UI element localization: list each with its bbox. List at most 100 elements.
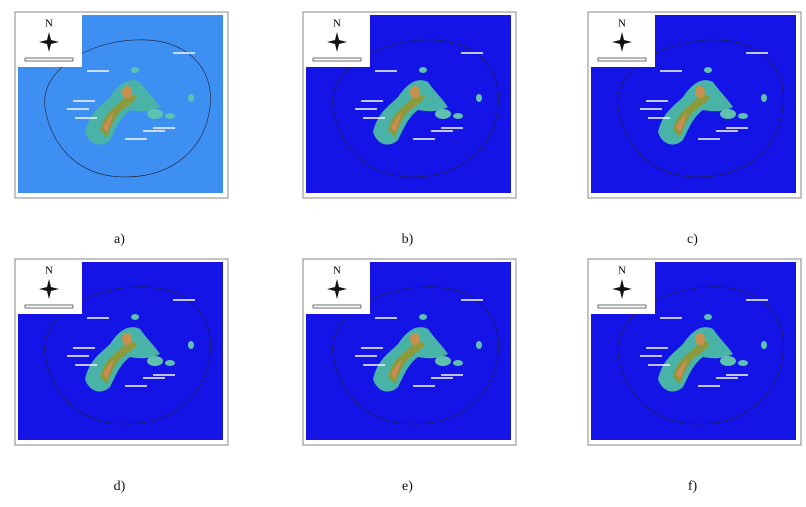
island <box>419 67 427 73</box>
island <box>435 109 451 119</box>
place-label <box>73 100 95 102</box>
place-label <box>413 385 435 387</box>
scale-bar <box>25 305 73 308</box>
place-label <box>746 52 768 54</box>
place-label <box>660 317 682 319</box>
island <box>720 356 736 366</box>
island <box>720 109 736 119</box>
panel-label: a) <box>114 232 125 247</box>
island <box>188 341 194 349</box>
place-label <box>361 100 383 102</box>
place-label <box>431 130 453 132</box>
place-label <box>75 364 97 366</box>
island <box>761 94 767 102</box>
island <box>761 341 767 349</box>
place-label <box>153 127 175 129</box>
place-label <box>75 117 97 119</box>
island <box>131 314 139 320</box>
panel-label: e) <box>402 479 413 494</box>
panel-label: b) <box>402 232 414 247</box>
island <box>453 360 463 366</box>
scale-bar <box>313 305 361 308</box>
scale-bar <box>598 58 646 61</box>
panel-label: c) <box>687 232 698 247</box>
north-label: N <box>618 18 626 30</box>
island <box>147 356 163 366</box>
place-label <box>363 364 385 366</box>
place-label <box>87 317 109 319</box>
island <box>704 314 712 320</box>
place-label <box>173 299 195 301</box>
place-label <box>698 385 720 387</box>
island-peak <box>695 333 705 345</box>
place-label <box>355 355 377 357</box>
island <box>476 341 482 349</box>
island <box>165 360 175 366</box>
place-label <box>73 347 95 349</box>
place-label <box>660 70 682 72</box>
place-label <box>143 130 165 132</box>
island-peak <box>410 333 420 345</box>
place-label <box>361 347 383 349</box>
place-label <box>461 52 483 54</box>
scale-bar <box>25 58 73 61</box>
place-label <box>698 138 720 140</box>
place-label <box>125 138 147 140</box>
place-label <box>726 374 748 376</box>
island <box>131 67 139 73</box>
island <box>704 67 712 73</box>
place-label <box>441 374 463 376</box>
place-label <box>67 355 89 357</box>
place-label <box>363 117 385 119</box>
north-label: N <box>45 265 53 277</box>
island <box>419 314 427 320</box>
island-peak <box>122 333 132 345</box>
place-label <box>716 377 738 379</box>
island <box>738 113 748 119</box>
place-label <box>646 347 668 349</box>
place-label <box>67 108 89 110</box>
place-label <box>355 108 377 110</box>
figure: Na)Nb)Nc)Nd)Ne)Nf) <box>0 0 806 507</box>
place-label <box>441 127 463 129</box>
island <box>476 94 482 102</box>
map-panel: Nc) <box>588 12 801 247</box>
place-label <box>648 364 670 366</box>
place-label <box>87 70 109 72</box>
map-panel: Nd) <box>15 259 228 494</box>
place-label <box>431 377 453 379</box>
map-panel: Nf) <box>588 259 801 494</box>
island <box>435 356 451 366</box>
island-peak <box>410 86 420 98</box>
map-panel: Na) <box>15 12 228 247</box>
north-label: N <box>45 18 53 30</box>
place-label <box>746 299 768 301</box>
place-label <box>716 130 738 132</box>
place-label <box>375 70 397 72</box>
panel-label: d) <box>114 479 126 494</box>
island-peak <box>122 86 132 98</box>
island <box>188 94 194 102</box>
place-label <box>640 355 662 357</box>
scale-bar <box>313 58 361 61</box>
place-label <box>173 52 195 54</box>
north-label: N <box>333 265 341 277</box>
island <box>165 113 175 119</box>
place-label <box>646 100 668 102</box>
place-label <box>143 377 165 379</box>
panel-label: f) <box>688 479 698 494</box>
place-label <box>375 317 397 319</box>
place-label <box>648 117 670 119</box>
north-label: N <box>333 18 341 30</box>
place-label <box>640 108 662 110</box>
place-label <box>413 138 435 140</box>
place-label <box>153 374 175 376</box>
map-panel: Nb) <box>303 12 516 247</box>
place-label <box>726 127 748 129</box>
island <box>738 360 748 366</box>
island <box>453 113 463 119</box>
place-label <box>461 299 483 301</box>
island <box>147 109 163 119</box>
map-panel: Ne) <box>303 259 516 494</box>
north-label: N <box>618 265 626 277</box>
